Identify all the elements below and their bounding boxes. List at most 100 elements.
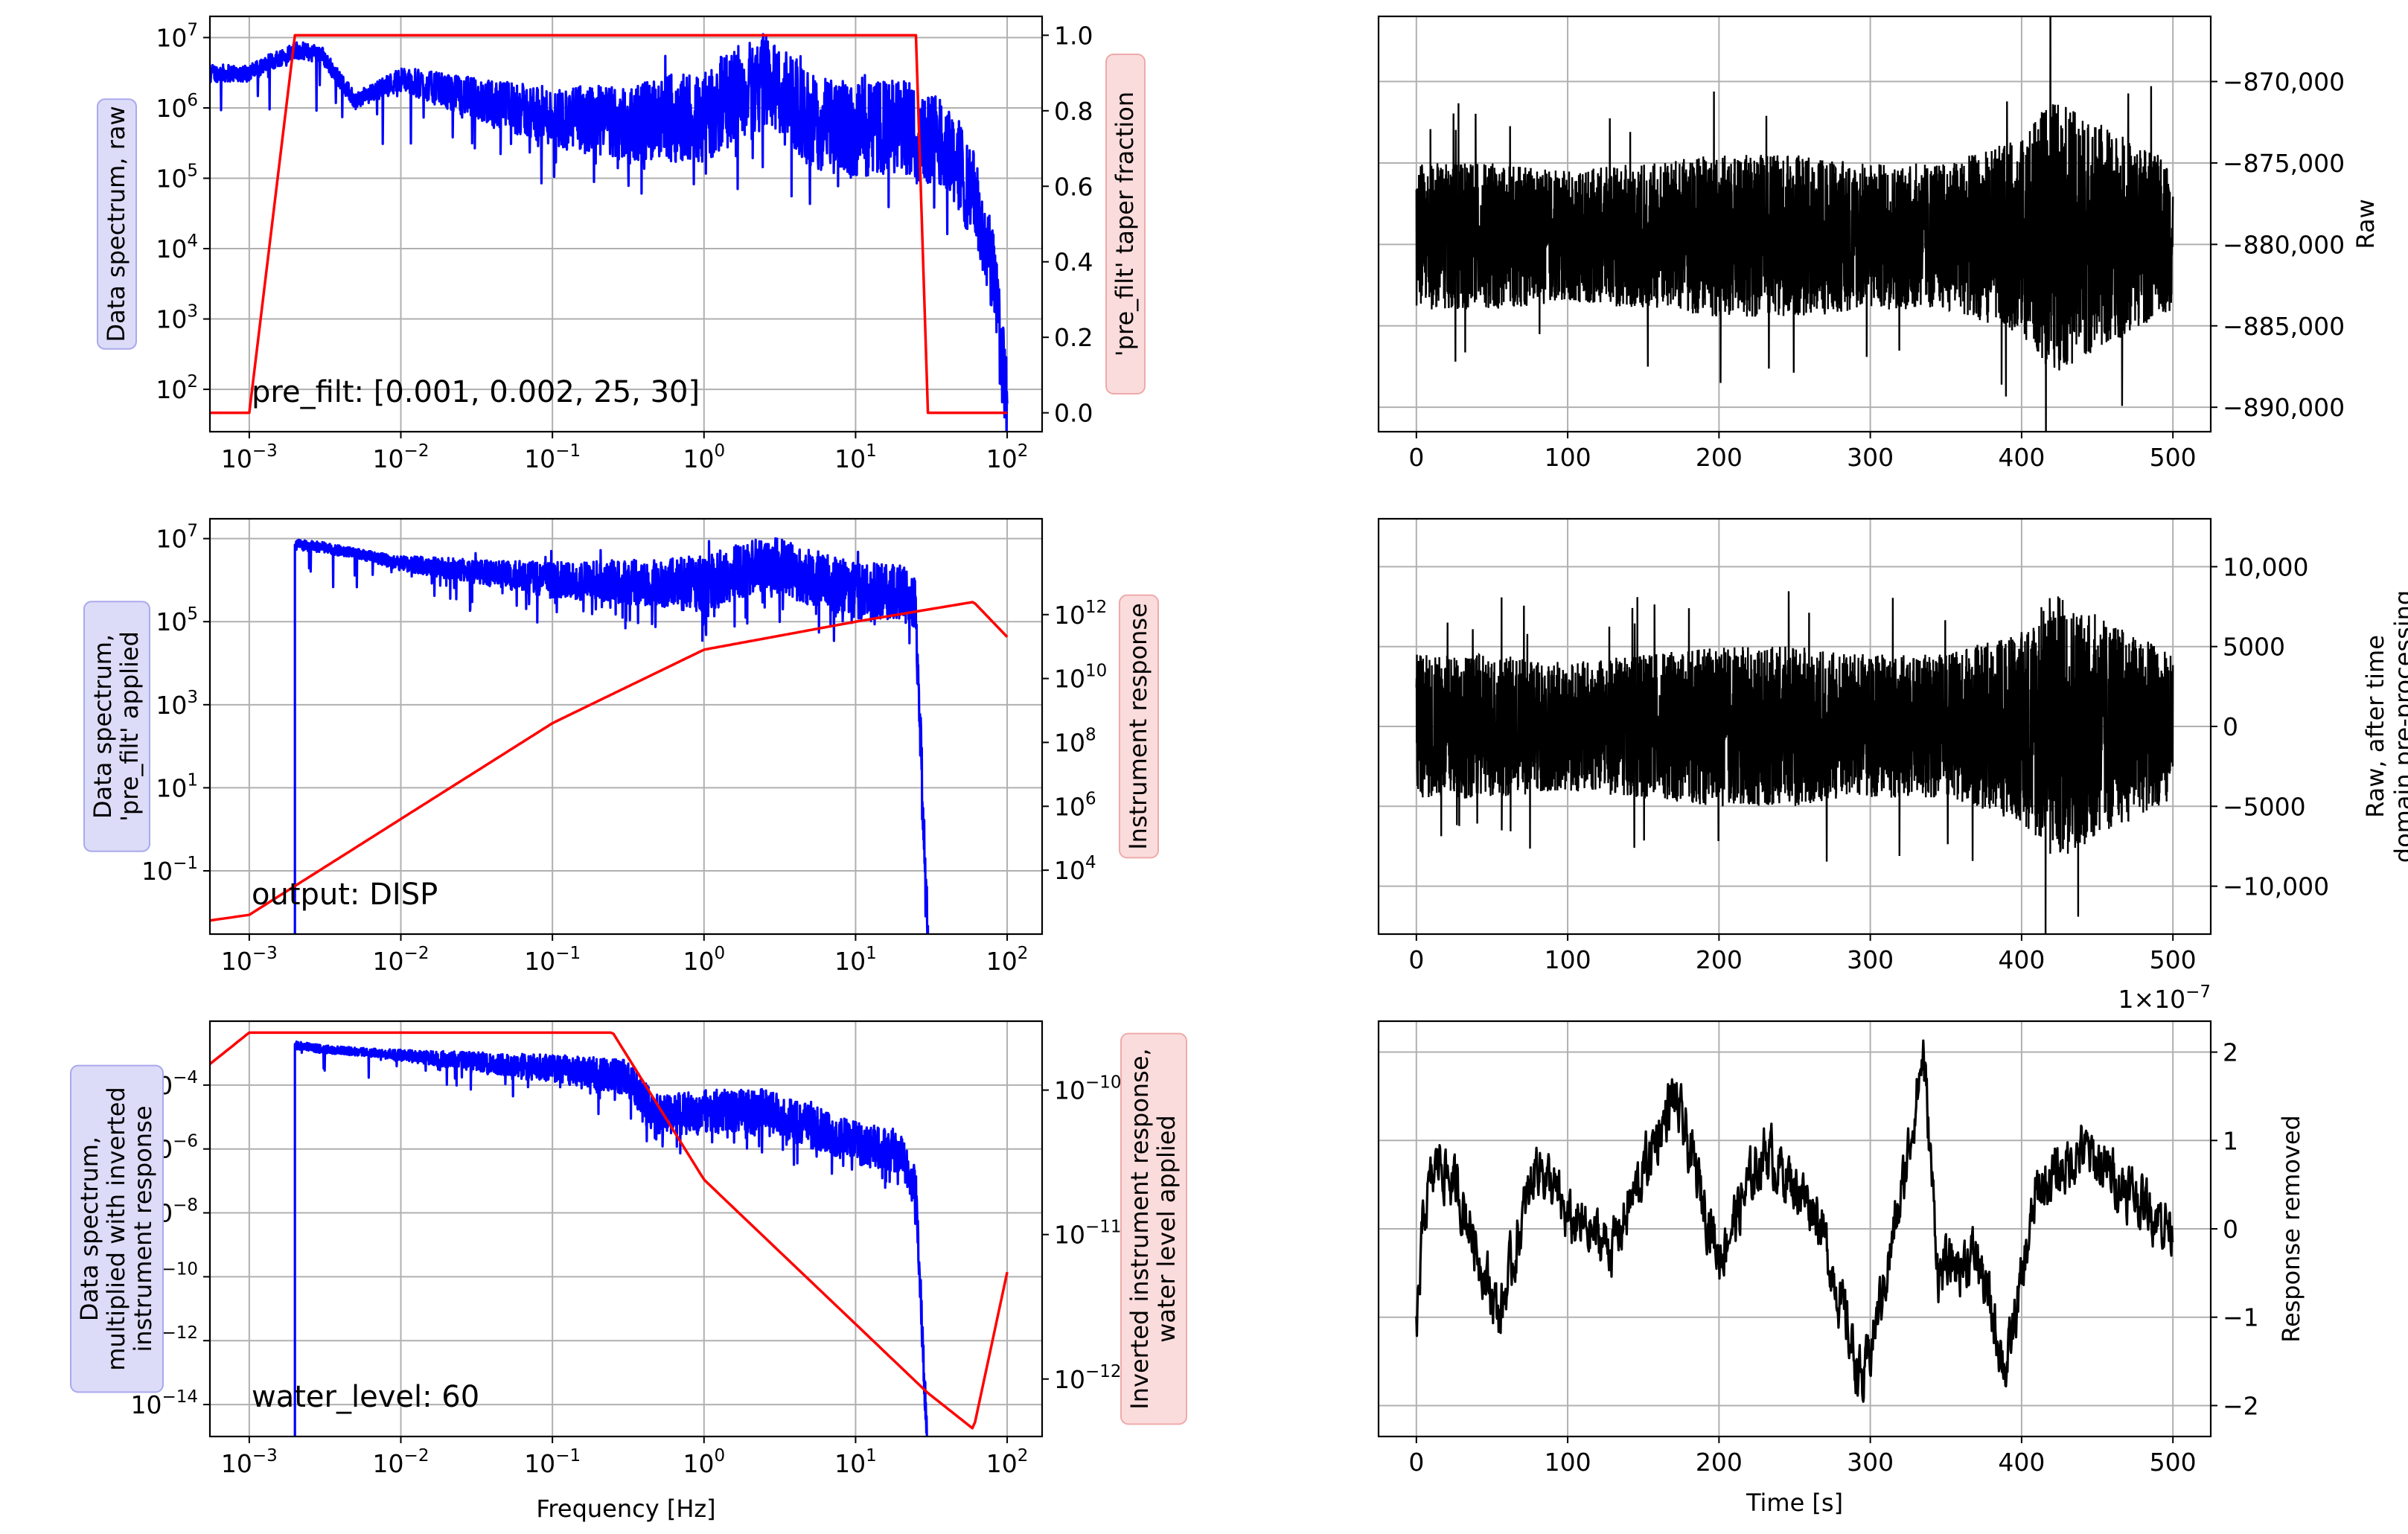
x-tick-label: 100 <box>683 441 725 473</box>
x-tick-label: 101 <box>834 1446 877 1478</box>
y2-axis-label: Inverted instrument response,water level… <box>1120 1032 1187 1425</box>
series-trace <box>1415 1039 2174 1403</box>
y-axis-label-box <box>70 1064 164 1393</box>
y-tick-label: −10,000 <box>2223 872 2329 901</box>
x-tick-label: 200 <box>1696 945 1743 974</box>
y-tick-label: 102 <box>156 372 198 404</box>
y2-tick-label: 108 <box>1054 725 1096 757</box>
x-tick-label: 0 <box>1408 443 1424 472</box>
y2-axis-label-box <box>1119 594 1159 859</box>
x-tick-label: 200 <box>1696 443 1743 472</box>
y-axis-label-line: instrument response <box>129 1105 157 1352</box>
x-tick-label: 100 <box>1545 1448 1591 1477</box>
y-tick-label: 107 <box>156 522 198 554</box>
y-tick-label: 107 <box>156 20 198 52</box>
y-tick-label: −885,000 <box>2223 312 2345 341</box>
x-tick-label: 100 <box>683 944 725 976</box>
axes-frame <box>208 517 1044 936</box>
y-tick-label: 103 <box>156 302 198 334</box>
x-tick-label: 400 <box>1998 1448 2045 1477</box>
y-tick-label: −5000 <box>2223 792 2306 821</box>
y-tick-label: 105 <box>156 162 198 194</box>
trace-panel-trace-response-removed: 0 100 200 300 400 500 −2 −1 0 1 2 Response removed 1… <box>1377 982 2305 1517</box>
y-tick-label: 101 <box>156 770 198 802</box>
y-axis-label: Response removed <box>2277 1115 2305 1343</box>
y-tick-label: 10−14 <box>130 1387 198 1419</box>
y-tick-label: 0 <box>2223 1215 2238 1244</box>
y2-tick-label: 0.0 <box>1054 399 1093 428</box>
y-axis-label-line: Data spectrum, <box>75 1137 103 1321</box>
y-axis-label-line: 'pre_filt' applied <box>115 631 144 822</box>
y-tick-label: 106 <box>156 91 198 123</box>
y2-axis-label: 'pre_filt' taper fraction <box>1105 54 1146 394</box>
axis-offset-label: 1×10−7 <box>2118 982 2211 1014</box>
y-axis-label: Data spectrum,multiplied with invertedin… <box>70 1064 164 1393</box>
x-tick-label: 102 <box>986 441 1029 473</box>
axes-frame <box>208 1020 1044 1438</box>
x-axis-label: Frequency [Hz] <box>536 1495 715 1523</box>
x-tick-label: 10−2 <box>373 441 429 473</box>
series-data-spectrum <box>293 537 930 934</box>
y2-tick-label: 0.8 <box>1054 97 1093 126</box>
trace-panel-trace-raw: 0 100 200 300 400 500 −890,000 −885,000 −880,000… <box>1377 15 2380 472</box>
y-axis-label-line: Response removed <box>2277 1115 2305 1343</box>
x-tick-label: 0 <box>1408 1448 1424 1477</box>
y-tick-label: 1 <box>2223 1126 2238 1155</box>
y-tick-label: 10−1 <box>141 854 198 886</box>
y2-tick-label: 104 <box>1054 853 1096 885</box>
x-tick-label: 400 <box>1998 443 2045 472</box>
y2-tick-label: 1.0 <box>1054 21 1093 50</box>
y2-tick-label: 0.4 <box>1054 248 1093 277</box>
y-axis-label-box <box>83 601 150 852</box>
y-axis-label-line: Data spectrum, raw <box>102 106 130 342</box>
x-tick-label: 10−3 <box>221 441 278 473</box>
x-tick-label: 10−3 <box>221 944 278 976</box>
spectrum-panel-spectrum-raw: 10−3 10−2 10−1 100 101 102 102 103 104 105 106 107 0… <box>97 15 1146 473</box>
annotation-text: water_level: 60 <box>252 1380 479 1414</box>
x-tick-label: 102 <box>986 1446 1029 1478</box>
y-tick-label: −2 <box>2223 1391 2259 1420</box>
x-tick-label: 500 <box>2150 443 2197 472</box>
x-tick-label: 400 <box>1998 945 2045 974</box>
y-axis-label-line: multiplied with inverted <box>102 1087 130 1371</box>
series-trace <box>1415 16 2174 432</box>
y-tick-label: 103 <box>156 688 198 720</box>
y2-axis-label: Instrument response <box>1119 594 1159 859</box>
axes-frame <box>208 15 1044 433</box>
y-tick-label: −870,000 <box>2223 68 2345 97</box>
y2-tick-label: 10−12 <box>1054 1362 1122 1394</box>
x-tick-label: 200 <box>1696 1448 1743 1477</box>
y2-tick-label: 1010 <box>1054 662 1107 694</box>
x-tick-label: 0 <box>1408 945 1424 974</box>
x-tick-label: 10−2 <box>373 944 429 976</box>
y-tick-label: 5000 <box>2223 633 2285 662</box>
y2-tick-label: 0.6 <box>1054 172 1093 201</box>
y-axis-label-line: Raw, after time <box>2361 635 2389 818</box>
y2-axis-label-box <box>1120 1032 1187 1425</box>
y-axis-label-box <box>97 98 137 350</box>
x-tick-label: 100 <box>1545 443 1591 472</box>
annotation-text: pre_filt: [0.001, 0.002, 25, 30] <box>252 375 700 409</box>
x-tick-label: 500 <box>2150 945 2197 974</box>
x-axis-label: Time [s] <box>1746 1489 1843 1517</box>
y-axis-label-line: domain pre-processing <box>2389 590 2408 863</box>
y-tick-label: 10,000 <box>2223 552 2308 581</box>
x-tick-label: 10−2 <box>373 1446 429 1478</box>
series-trace <box>1415 591 2174 934</box>
y-tick-label: −1 <box>2223 1303 2259 1332</box>
trace-panel-trace-preprocessed: 0 100 200 300 400 500 −10,000 −5000 0 5000 10,000 R… <box>1377 517 2408 974</box>
y-axis-label: Data spectrum, raw <box>97 98 137 350</box>
y-tick-label: −890,000 <box>2223 393 2345 422</box>
series-right-axis-curve <box>210 601 1009 922</box>
y2-axis-label-line: Inverted instrument response, <box>1125 1048 1154 1409</box>
x-tick-label: 101 <box>834 944 877 976</box>
y2-axis-label-line: Instrument response <box>1124 603 1152 850</box>
y-tick-label: −875,000 <box>2223 149 2345 178</box>
y2-tick-label: 1012 <box>1054 598 1107 630</box>
spectrum-panel-spectrum-inverted: 10−310−210−110010110210−1410−1210−1010−8… <box>70 1020 1187 1523</box>
x-tick-label: 10−3 <box>221 1446 278 1478</box>
x-tick-label: 101 <box>834 441 877 473</box>
x-tick-label: 300 <box>1847 443 1894 472</box>
